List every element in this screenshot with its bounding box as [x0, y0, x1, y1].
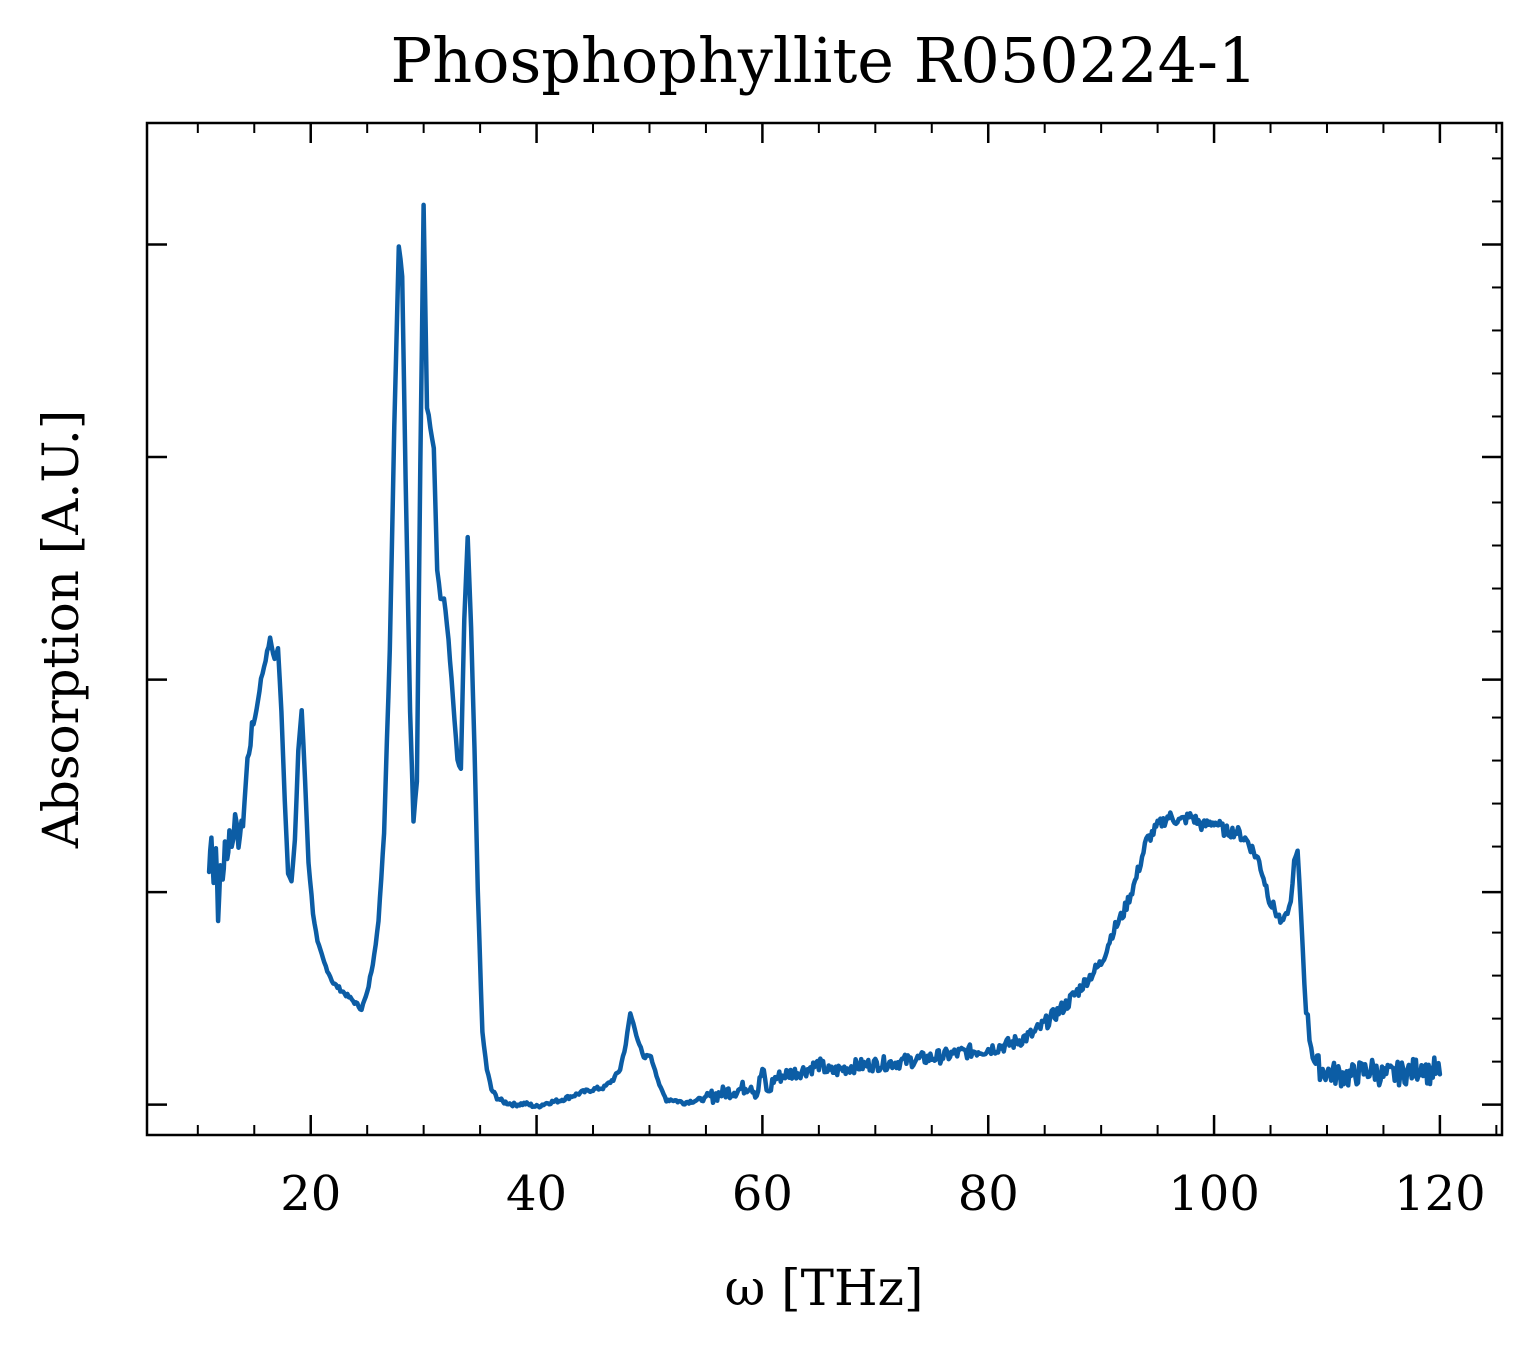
chart-title: Phosphophyllite R050224-1 — [391, 24, 1258, 97]
x-tick-label: 60 — [732, 1166, 793, 1222]
x-tick-label: 40 — [506, 1166, 567, 1222]
series-layer — [206, 202, 1443, 1110]
plot-frame — [145, 121, 1504, 1137]
x-tick-label: 80 — [958, 1166, 1019, 1222]
x-tick-label: 120 — [1394, 1166, 1486, 1222]
tick-layer — [147, 123, 1502, 1135]
y-axis-label: Absorption [A.U.] — [32, 410, 90, 850]
spectrum-line — [206, 202, 1443, 1110]
x-tick-label: 20 — [280, 1166, 341, 1222]
x-tick-labels: 20 40 60 80 100 120 — [280, 1166, 1486, 1222]
x-axis-label: ω [THz] — [725, 1259, 924, 1317]
x-tick-label: 100 — [1168, 1166, 1260, 1222]
